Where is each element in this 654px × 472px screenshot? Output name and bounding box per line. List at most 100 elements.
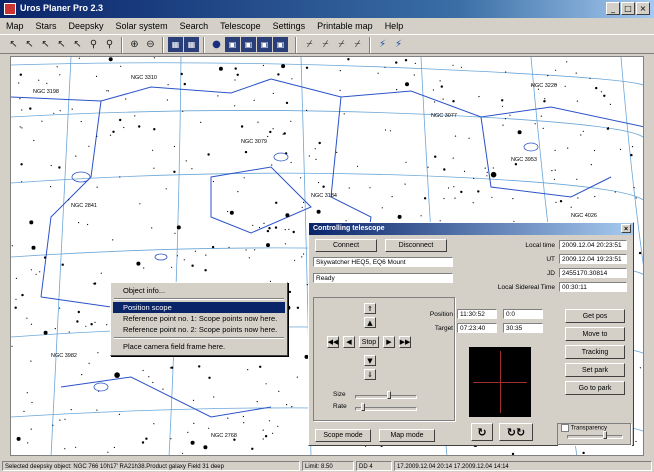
grid-icon[interactable]: ▦ (184, 37, 199, 52)
sphere-icon[interactable]: ● (212, 39, 221, 50)
close-button[interactable]: × (636, 2, 650, 15)
zoom-out-icon[interactable]: ⊖ (146, 39, 155, 50)
maximize-button[interactable]: □ (621, 2, 635, 15)
star (514, 163, 518, 166)
star (153, 57, 155, 59)
panel-icon[interactable]: ▣ (273, 37, 288, 52)
scope-disconnect-icon[interactable]: ⚡ (394, 39, 403, 50)
menu-search[interactable]: Search (179, 21, 209, 31)
rotate-fast-button[interactable]: ↻↻ (499, 423, 533, 441)
grid-icon[interactable]: ▦ (168, 37, 183, 52)
arrow-icon[interactable]: ↖ (57, 39, 66, 50)
panel-icon[interactable]: ▣ (257, 37, 272, 52)
panel-icon[interactable]: ▣ (241, 37, 256, 52)
fast-left-button[interactable]: ◀◀ (327, 336, 339, 348)
telescope-icon[interactable]: ⌿ (354, 39, 361, 50)
scope-connect-icon[interactable]: ⚡ (378, 39, 387, 50)
star (93, 282, 97, 285)
arrow-icon[interactable]: ↖ (73, 39, 82, 50)
star (447, 187, 450, 189)
transparency-slider-thumb[interactable] (603, 431, 607, 439)
menu-stars[interactable]: Stars (35, 21, 57, 31)
arrow-icon[interactable]: ↖ (41, 39, 50, 50)
menu-printable-map[interactable]: Printable map (317, 21, 373, 31)
connect-button[interactable]: Connect (315, 239, 377, 252)
menu-settings[interactable]: Settings (272, 21, 306, 31)
star (296, 376, 298, 378)
stop-button[interactable]: Stop (359, 336, 379, 348)
down-button[interactable]: ▼ (364, 355, 376, 366)
zoom-icon[interactable]: ⚲ (89, 39, 98, 50)
menu-item-position-scope[interactable]: Position scope (113, 302, 285, 313)
transparency-checkbox[interactable] (561, 424, 569, 432)
zoom-icon[interactable]: ⚲ (105, 39, 114, 50)
telescope-icon[interactable]: ⌿ (322, 39, 329, 50)
star (434, 101, 436, 103)
menu-map[interactable]: Map (6, 21, 24, 31)
left-button[interactable]: ◀ (343, 336, 355, 348)
scope-mode-button[interactable]: Scope mode (315, 429, 371, 442)
go-to-park-button[interactable]: Go to park (565, 381, 625, 395)
size-slider-track[interactable] (355, 395, 417, 399)
transparency-slider-track[interactable] (567, 435, 623, 439)
star (452, 64, 454, 66)
fast-down-button[interactable]: ⇓ (364, 369, 376, 380)
status-dd: DD 4 (356, 461, 392, 471)
up-button[interactable]: ▲ (364, 317, 376, 328)
target-dec[interactable]: 30:35 (503, 323, 543, 333)
rate-label: Rate (333, 403, 347, 410)
star (191, 264, 194, 267)
menu-telescope[interactable]: Telescope (220, 21, 261, 31)
fast-up-button[interactable]: ⇑ (364, 303, 376, 314)
set-park-button[interactable]: Set park (565, 363, 625, 377)
menu-item-object-info[interactable]: Object info... (123, 286, 166, 295)
telescope-icon[interactable]: ⌿ (338, 39, 345, 50)
star (29, 107, 32, 110)
menu-item-camera-frame[interactable]: Place camera field frame here. (123, 342, 226, 351)
target-ra[interactable]: 07:23:40 (457, 323, 497, 333)
telescope-icon[interactable]: ⌿ (306, 39, 313, 50)
map-mode-button[interactable]: Map mode (379, 429, 435, 442)
star (272, 128, 274, 130)
size-slider-thumb[interactable] (387, 391, 391, 399)
star (405, 161, 407, 163)
panel-icon[interactable]: ▣ (225, 37, 240, 52)
arrow-icon[interactable]: ↖ (9, 39, 18, 50)
star (570, 206, 572, 208)
grid-line (50, 57, 72, 455)
star (486, 175, 488, 177)
dialog-close-button[interactable]: × (621, 224, 631, 233)
disconnect-button[interactable]: Disconnect (385, 239, 447, 252)
star (609, 103, 612, 105)
galaxy-marker (523, 142, 539, 152)
star (182, 110, 184, 112)
right-button[interactable]: ▶ (383, 336, 395, 348)
zoom-in-icon[interactable]: ⊕ (130, 39, 139, 50)
star (112, 239, 114, 241)
star (434, 155, 437, 158)
arrow-icon[interactable]: ↖ (25, 39, 34, 50)
star (432, 89, 434, 91)
move-to-button[interactable]: Move to (565, 327, 625, 341)
menu-deepsky[interactable]: Deepsky (68, 21, 104, 31)
rotate-button[interactable]: ↻ (471, 423, 493, 441)
star (200, 121, 202, 123)
map-object-label: NGC 3226 (531, 83, 557, 89)
star (443, 197, 445, 200)
minimize-button[interactable]: _ (606, 2, 620, 15)
get-pos-button[interactable]: Get pos (565, 309, 625, 323)
fast-right-button[interactable]: ▶▶ (399, 336, 411, 348)
rate-slider-thumb[interactable] (361, 403, 365, 411)
menu-item-reference-point-2[interactable]: Reference point no. 2: Scope points now … (123, 325, 278, 334)
star (19, 98, 21, 100)
rate-slider-track[interactable] (355, 407, 417, 411)
tracking-button[interactable]: Tracking (565, 345, 625, 359)
menu-help[interactable]: Help (384, 21, 404, 31)
star (19, 126, 21, 128)
menu-item-reference-point-1[interactable]: Reference point no. 1: Scope points now … (123, 314, 278, 323)
telescope-dialog: Controlling telescope × Connect Disconne… (308, 222, 634, 446)
menu-solar-system[interactable]: Solar system (115, 21, 168, 31)
star (318, 141, 321, 145)
star (33, 139, 35, 142)
star (322, 185, 325, 188)
